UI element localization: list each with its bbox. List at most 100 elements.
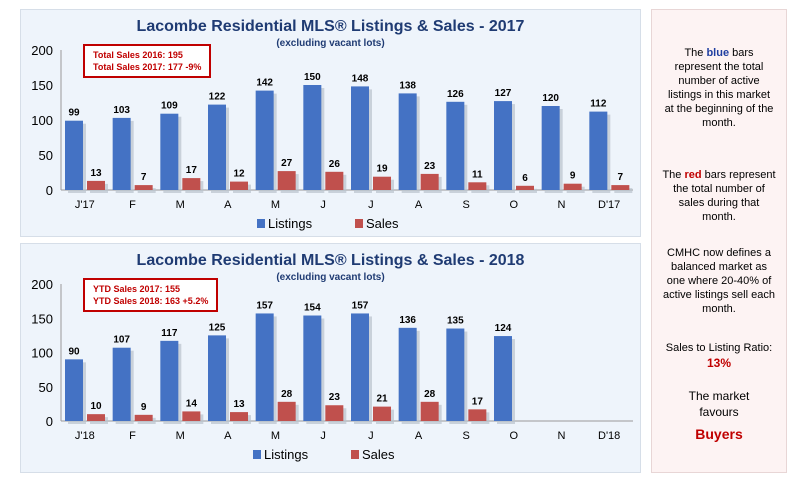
x-tick-label: M xyxy=(176,430,185,442)
sales-bar xyxy=(277,171,296,190)
legend-swatch xyxy=(351,450,359,459)
bar-shadow xyxy=(614,188,633,193)
y-tick-label: 200 xyxy=(31,43,53,58)
data-label: 14 xyxy=(186,398,198,409)
sales-bar xyxy=(182,411,201,421)
data-label: 28 xyxy=(424,389,436,400)
y-tick-label: 200 xyxy=(31,277,53,292)
chart-2018-callout: YTD Sales 2017: 155 YTD Sales 2018: 163 … xyxy=(83,278,219,312)
data-label: 7 xyxy=(618,172,624,183)
listings-bar xyxy=(446,328,465,421)
sales-bar xyxy=(420,173,439,190)
listings-bar xyxy=(398,327,417,421)
data-label: 26 xyxy=(329,159,341,170)
sales-bar xyxy=(134,414,153,421)
sales-bar xyxy=(134,185,153,190)
x-tick-label: J xyxy=(320,430,326,442)
legend-label: Sales xyxy=(362,447,395,462)
data-label: 17 xyxy=(472,396,484,407)
listings-bar xyxy=(255,313,274,421)
sales-bar xyxy=(230,412,248,421)
sales-bar xyxy=(563,183,582,190)
blue-bars-explanation: The blue bars represent the total number… xyxy=(664,47,774,129)
data-label: 103 xyxy=(113,105,130,116)
listings-bar xyxy=(494,101,512,190)
listings-bar xyxy=(303,85,322,190)
data-label: 127 xyxy=(495,88,512,99)
listings-bar xyxy=(494,336,512,421)
legend-label: Listings xyxy=(264,447,309,462)
sales-bar xyxy=(420,401,439,421)
data-label: 142 xyxy=(256,78,273,89)
y-tick-label: 50 xyxy=(39,380,53,395)
x-tick-label: O xyxy=(510,430,519,442)
x-tick-label: M xyxy=(176,199,185,211)
data-label: 150 xyxy=(304,72,321,83)
x-tick-label: F xyxy=(129,430,136,442)
data-label: 138 xyxy=(399,80,416,91)
y-tick-label: 100 xyxy=(31,113,53,128)
data-label: 12 xyxy=(233,169,245,180)
sales-bar xyxy=(373,406,391,421)
bar-shadow xyxy=(519,188,537,193)
market-favours-label: The market favours xyxy=(688,389,750,419)
legend-swatch xyxy=(253,450,261,459)
chart-2018-plot: 0 50 100 150 200 J'18 90 10 F 107 9 M 117 14 A 125 13 M 15… xyxy=(31,277,633,462)
data-label: 120 xyxy=(542,93,559,104)
data-label: 28 xyxy=(281,389,293,400)
listings-bar xyxy=(160,113,179,190)
ratio-value: 13% xyxy=(706,356,732,370)
sales-bar xyxy=(373,176,391,190)
listings-bar xyxy=(303,315,322,421)
y-tick-label: 0 xyxy=(46,183,53,198)
legend-label: Listings xyxy=(268,216,313,231)
x-tick-label: S xyxy=(462,430,469,442)
data-label: 124 xyxy=(495,323,512,334)
chart-2017-title: Lacombe Residential MLS® Listings & Sale… xyxy=(136,18,525,35)
chart-2018: 0 50 100 150 200 J'18 90 10 F 107 9 M 117 14 A 125 13 M 15… xyxy=(20,243,641,473)
data-label: 112 xyxy=(590,99,607,110)
sales-bar xyxy=(468,409,487,421)
data-label: 135 xyxy=(447,316,464,327)
x-tick-label: J xyxy=(368,430,374,442)
sales-bar xyxy=(87,414,105,421)
x-tick-label: D'18 xyxy=(598,430,620,442)
callout-line: Total Sales 2017: 177 -9% xyxy=(93,62,202,72)
bar-shadow xyxy=(137,188,156,193)
listings-bar xyxy=(398,93,417,190)
x-tick-label: J'17 xyxy=(75,199,95,211)
listings-bar xyxy=(351,313,369,421)
data-label: 109 xyxy=(161,101,178,112)
listings-bar xyxy=(160,340,179,421)
data-label: 17 xyxy=(186,165,198,176)
data-label: 9 xyxy=(141,402,147,413)
data-label: 27 xyxy=(281,158,293,169)
x-tick-label: J xyxy=(320,199,326,211)
sales-bar xyxy=(611,185,630,190)
data-label: 90 xyxy=(68,346,80,357)
sales-bar xyxy=(277,401,296,421)
y-tick-label: 150 xyxy=(31,311,53,326)
x-tick-label: A xyxy=(415,199,423,211)
y-tick-label: 100 xyxy=(31,346,53,361)
data-label: 7 xyxy=(141,172,147,183)
listings-bar xyxy=(208,335,226,421)
data-label: 125 xyxy=(209,322,226,333)
x-tick-label: A xyxy=(415,430,423,442)
x-tick-label: M xyxy=(271,199,280,211)
x-tick-label: S xyxy=(462,199,469,211)
chart-2017: 0 50 100 150 200 J'17 99 13 F 103 7 M 109 17 A 122 12 M 14… xyxy=(20,9,641,237)
listings-bar xyxy=(112,117,131,190)
legend-label: Sales xyxy=(366,216,399,231)
x-tick-label: D'17 xyxy=(598,199,620,211)
listings-bar xyxy=(589,111,608,190)
sales-bar xyxy=(230,181,248,190)
legend-swatch xyxy=(257,219,265,228)
x-tick-label: F xyxy=(129,199,136,211)
sales-bar xyxy=(325,171,344,190)
chart-2017-plot: 0 50 100 150 200 J'17 99 13 F 103 7 M 109 17 A 122 12 M 14… xyxy=(31,43,633,231)
data-label: 6 xyxy=(522,173,528,184)
data-label: 157 xyxy=(352,300,369,311)
data-label: 107 xyxy=(113,335,130,346)
data-label: 13 xyxy=(90,168,102,179)
